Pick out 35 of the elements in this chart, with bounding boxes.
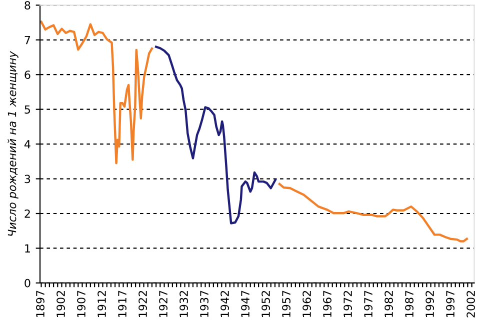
y-tick-label: 2 [24,209,30,218]
x-tick-label: 1972 [344,291,352,317]
x-tick-label: 1957 [282,290,290,317]
y-tick-label: 4 [24,140,30,148]
y-tick-label: 0 [24,278,30,288]
x-tick-label: 1922 [138,291,147,317]
x-tick-label: 1912 [98,291,106,317]
line-series [40,20,154,164]
x-tick-label: 1907 [77,290,86,317]
y-tick-label: 5 [24,105,30,114]
y-tick-label: 7 [24,36,30,44]
x-tick-label: 1947 [241,290,250,317]
x-tick-label: 1897 [36,290,44,317]
x-tick-label: 1987 [405,290,414,317]
x-tick-label: 1942 [220,291,229,317]
x-tick-label: 1902 [56,291,65,317]
x-tick-label: 1937 [200,290,208,317]
line-series [154,46,276,224]
y-tick-label: 6 [24,70,30,79]
x-tick-label: 1992 [426,291,434,317]
x-tick-label: 1967 [323,290,332,317]
y-axis-title: Число рождений на 1 женщину [8,51,18,236]
x-tick-label: 1932 [180,291,188,317]
x-tick-label: 1982 [384,291,393,317]
x-tick-label: 1952 [262,291,270,317]
x-tick-label: 1962 [302,291,311,317]
x-tick-label: 1927 [159,290,168,317]
y-tick-label: 8 [24,1,30,10]
x-tick-label: 2002 [466,291,476,318]
x-tick-label: 1977 [364,290,372,317]
x-tick-label: 1917 [118,290,126,317]
y-tick-label: 1 [25,244,30,252]
x-tick-label: 1997 [446,290,454,317]
line-series [278,182,468,242]
y-tick-label: 3 [24,174,30,184]
